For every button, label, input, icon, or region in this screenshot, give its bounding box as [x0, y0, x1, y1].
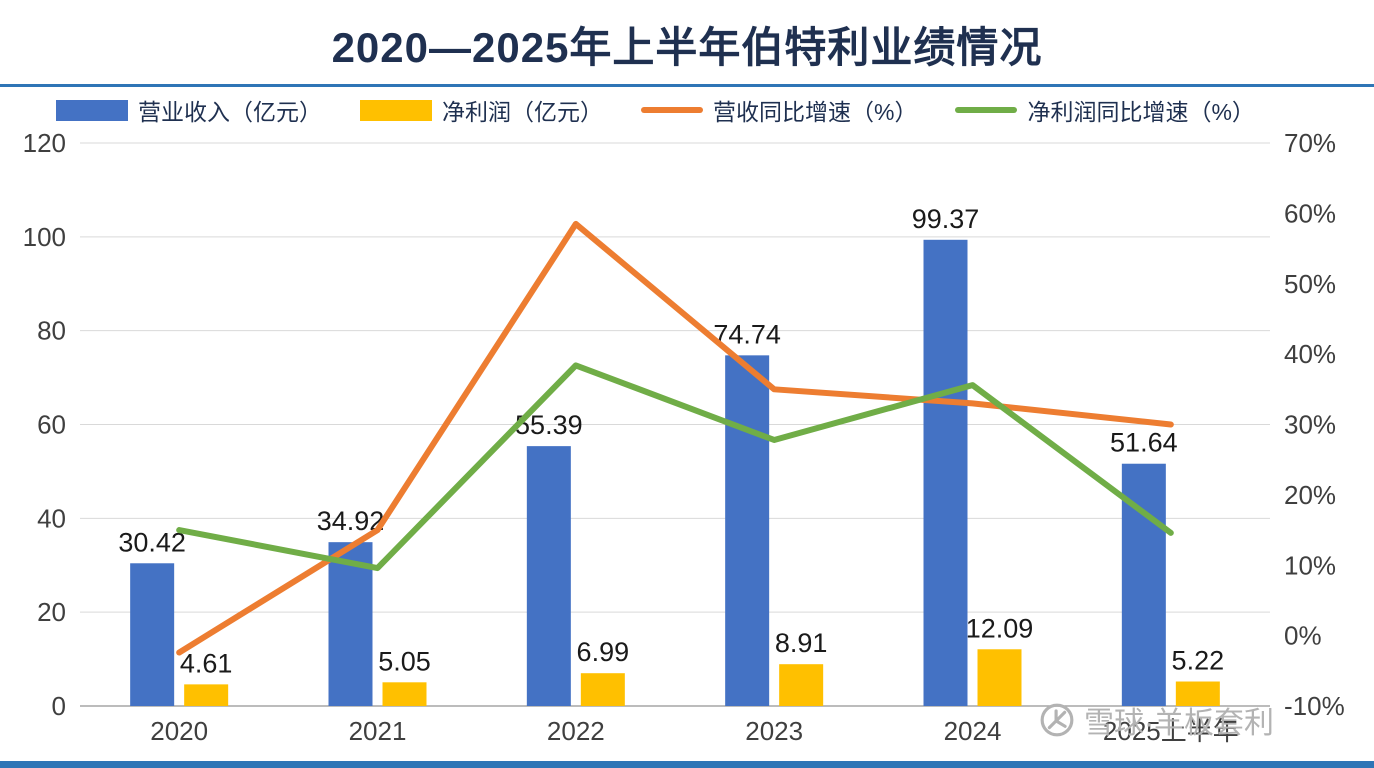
- left-axis-tick: 80: [37, 316, 66, 346]
- xueqiu-logo-icon: [1040, 703, 1074, 737]
- net-profit-bar: [580, 673, 625, 706]
- revenue-value-label: 30.42: [118, 527, 186, 557]
- left-axis-tick: 100: [23, 222, 66, 252]
- x-axis-label: 2022: [547, 716, 605, 746]
- left-axis-tick: 0: [52, 691, 66, 721]
- bottom-accent-bar: [0, 761, 1374, 768]
- legend: 营业收入（亿元） 净利润（亿元） 营收同比增速（%） 净利润同比增速（%）: [56, 93, 1255, 127]
- right-axis-tick: 50%: [1284, 269, 1336, 299]
- revenue-growth-line: [176, 220, 1174, 656]
- revenue-value-label: 99.37: [912, 204, 980, 234]
- net-profit-bar: [1175, 681, 1220, 706]
- revenue-bar: [130, 563, 175, 706]
- legend-item-net-profit-growth: 净利润同比增速（%）: [955, 93, 1255, 127]
- right-axis-tick: 10%: [1284, 550, 1336, 580]
- legend-item-revenue: 营业收入（亿元）: [56, 93, 322, 127]
- right-axis-tick: 0%: [1284, 621, 1322, 651]
- right-axis-tick: 20%: [1284, 480, 1336, 510]
- legend-label: 营业收入（亿元）: [138, 99, 322, 125]
- bar-swatch-icon: [56, 99, 128, 121]
- right-axis-tick: 30%: [1284, 410, 1336, 440]
- net-profit-value-label: 6.99: [577, 637, 630, 667]
- net-profit-value-label: 5.05: [378, 646, 431, 676]
- net-profit-value-label: 12.09: [966, 613, 1034, 643]
- x-axis-label: 2025上半年: [1103, 716, 1239, 746]
- net-profit-bar: [382, 682, 427, 706]
- left-axis-tick: 120: [23, 128, 66, 158]
- revenue-bar: [526, 446, 571, 706]
- revenue-bar: [328, 542, 373, 706]
- revenue-bar: [923, 239, 968, 707]
- right-axis-tick: -10%: [1284, 691, 1345, 721]
- bar-swatch-icon: [360, 99, 432, 121]
- left-axis-tick: 20: [37, 597, 66, 627]
- left-axis-tick: 60: [37, 410, 66, 440]
- legend-label: 营收同比增速（%）: [713, 99, 918, 125]
- legend-item-net-profit: 净利润（亿元）: [360, 93, 603, 127]
- right-axis-tick: 70%: [1284, 128, 1336, 158]
- legend-label: 净利润（亿元）: [442, 99, 603, 125]
- title-underline: [0, 84, 1374, 87]
- legend-item-revenue-growth: 营收同比增速（%）: [641, 93, 917, 127]
- net-profit-bar: [184, 684, 229, 706]
- line-swatch-icon: [641, 107, 703, 113]
- revenue-bar: [725, 355, 770, 706]
- net-profit-value-label: 8.91: [775, 628, 828, 658]
- watermark-text: 雪球·羊板套利: [1084, 707, 1274, 740]
- x-axis-label: 2020: [150, 716, 208, 746]
- left-axis-tick: 40: [37, 503, 66, 533]
- revenue-value-label: 51.64: [1110, 428, 1178, 458]
- line-swatch-icon: [955, 107, 1018, 113]
- net-profit-value-label: 5.22: [1172, 646, 1225, 676]
- chart-title: 2020—2025年上半年伯特利业绩情况: [331, 24, 1043, 71]
- x-axis-label: 2023: [745, 716, 803, 746]
- right-axis-tick: 60%: [1284, 198, 1336, 228]
- right-axis-tick: 40%: [1284, 339, 1336, 369]
- net-profit-value-label: 4.61: [180, 648, 233, 678]
- net-profit-bar: [977, 649, 1022, 706]
- net-profit-bar: [779, 664, 824, 706]
- net-profit-growth-line: [176, 362, 1174, 572]
- x-axis-label: 2021: [349, 716, 407, 746]
- x-axis-label: 2024: [944, 716, 1002, 746]
- legend-label: 净利润同比增速（%）: [1027, 99, 1255, 125]
- watermark: 雪球·羊板套利: [1039, 698, 1274, 742]
